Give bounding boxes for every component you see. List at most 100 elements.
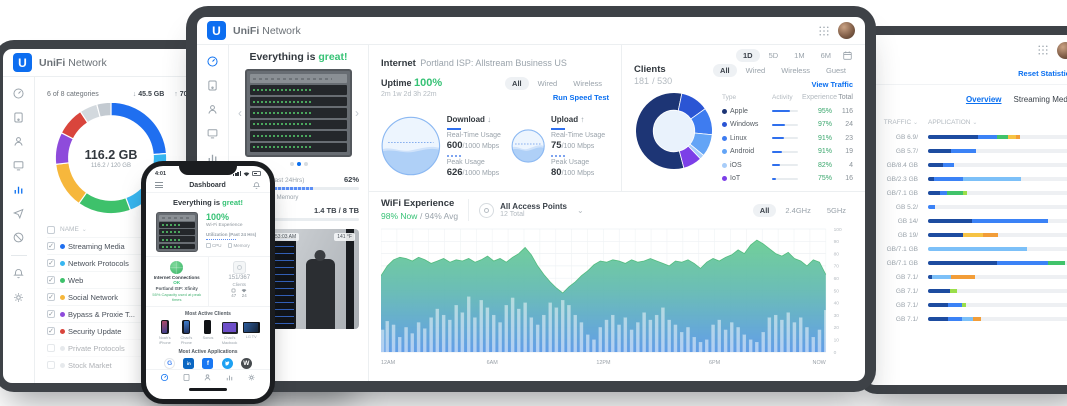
app-grid-icon[interactable] (1037, 44, 1049, 56)
svg-text:70: 70 (834, 264, 840, 270)
application-row[interactable]: /7.1 GB (866, 270, 1067, 284)
facebook-icon[interactable]: f (202, 358, 214, 370)
wifi-experience-chart[interactable]: 0 10 20 30 40 50 60 70 80 90 100 12AM 6AM 12PM 6PM NOW (381, 226, 853, 368)
sidebar-item-statistics[interactable] (12, 183, 25, 196)
checkbox[interactable]: ✓ (47, 310, 55, 318)
tab-all[interactable]: All (713, 64, 737, 77)
nav-settings[interactable] (247, 373, 256, 382)
avatar[interactable] (1057, 41, 1067, 59)
checkbox[interactable] (47, 344, 55, 352)
application-row[interactable]: /5.2 GB (866, 200, 1067, 214)
wordpress-icon[interactable]: W (240, 358, 252, 370)
client-type-row[interactable]: Apple 95% 116 (722, 105, 853, 119)
avatar[interactable] (838, 22, 855, 39)
sidebar-item-clients[interactable] (206, 103, 219, 116)
application-row[interactable]: /7.1 GB (866, 284, 1067, 298)
menu-icon[interactable] (155, 182, 163, 188)
client-type-row[interactable]: IoT 75% 16 (722, 172, 853, 186)
sidebar-item-statistics[interactable] (206, 151, 219, 164)
application-row[interactable]: GB/7.1 GB (866, 256, 1067, 270)
sidebar-item-dashboard[interactable] (206, 55, 219, 68)
sidebar-item-settings[interactable] (12, 291, 25, 304)
application-row[interactable]: GB/2.3 GB (866, 172, 1067, 186)
checkbox[interactable] (47, 361, 55, 369)
application-column-header[interactable]: APPLICATION (928, 118, 971, 126)
traffic-column-header[interactable]: TRAFFIC (883, 118, 912, 126)
checkbox[interactable]: ✓ (47, 259, 55, 267)
name-column-header[interactable]: NAME (60, 226, 79, 233)
active-client-item[interactable]: Chad's Macbook (220, 320, 240, 345)
internet-connections-card[interactable]: Internet Connections OK Portland ISP: Xf… (146, 257, 208, 306)
sidebar-item-maps[interactable] (12, 207, 25, 220)
tab-5ghz[interactable]: 5GHz (826, 205, 846, 215)
tab-all[interactable]: All (505, 77, 529, 90)
applications-table-header: TRAFFIC ⌄ APPLICATION ⌄ (866, 114, 1067, 130)
run-speed-test-link[interactable]: Run Speed Test (552, 93, 609, 102)
traffic-donut[interactable] (53, 100, 169, 216)
application-row[interactable]: GB/7.1 GB (866, 186, 1067, 200)
sidebar-item-dashboard[interactable] (12, 87, 25, 100)
nav-clients[interactable] (203, 373, 212, 382)
select-all-checkbox[interactable] (47, 225, 55, 234)
application-row[interactable]: /7.1 GB (866, 312, 1067, 326)
tab-24ghz[interactable]: 2.4GHz (785, 205, 811, 215)
application-row[interactable]: /7.1 GB (866, 298, 1067, 312)
active-client-item[interactable]: Sonos (198, 320, 218, 345)
sidebar-item-threats[interactable] (12, 231, 25, 244)
access-point-selector[interactable]: All Access Points 12 Total ⌄ (479, 202, 584, 218)
sidebar-item-notifications[interactable] (12, 267, 25, 280)
checkbox[interactable]: ✓ (47, 327, 55, 335)
app-grid-icon[interactable] (818, 25, 830, 37)
checkbox[interactable]: ✓ (47, 242, 55, 250)
checkbox[interactable]: ✓ (47, 293, 55, 301)
carousel-next-button[interactable]: › (355, 106, 359, 120)
clients-card[interactable]: 151/367 Clients 47 24 (207, 257, 271, 306)
active-client-item[interactable]: Chad's Phone (176, 320, 196, 345)
client-type-row[interactable]: Windows 97% 24 (722, 118, 853, 132)
tab-wireless[interactable]: Wireless (781, 66, 810, 75)
clients-donut[interactable] (634, 91, 714, 171)
checkbox[interactable]: ✓ (47, 276, 55, 284)
nav-devices[interactable] (182, 373, 191, 382)
tab-wired[interactable]: Wired (537, 79, 558, 88)
application-row[interactable]: GB/8.4 GB (866, 158, 1067, 172)
nav-dashboard[interactable] (160, 373, 169, 382)
tab-streamingmedia[interactable]: Streaming Media (1013, 95, 1067, 104)
tab-6m[interactable]: 6M (820, 51, 831, 60)
application-row[interactable]: GB/7.1 GB (866, 242, 1067, 256)
carousel-prev-button[interactable]: ‹ (238, 106, 242, 120)
google-icon[interactable]: G (164, 358, 176, 370)
tab-wired[interactable]: Wired (745, 66, 766, 75)
application-row[interactable]: /19 GB (866, 228, 1067, 242)
client-type-row[interactable]: Android 91% 19 (722, 145, 853, 159)
tab-1m[interactable]: 1M (794, 51, 805, 60)
view-traffic-link[interactable]: View Traffic (811, 80, 853, 89)
download-arrow-icon: ↓ (487, 114, 492, 124)
nav-statistics[interactable] (225, 373, 234, 382)
application-row[interactable]: /5.7 GB (866, 144, 1067, 158)
client-type-row[interactable]: iOS 82% 4 (722, 159, 853, 173)
active-client-item[interactable]: LG TV (241, 320, 261, 345)
sidebar-item-clients[interactable] (12, 135, 25, 148)
client-type-row[interactable]: Linux 91% 23 (722, 132, 853, 146)
tab-all[interactable]: All (752, 203, 777, 217)
tab-1d[interactable]: 1D (735, 49, 760, 62)
carousel-dots[interactable] (238, 162, 359, 166)
calendar-icon[interactable] (842, 50, 853, 61)
tab-guest[interactable]: Guest (825, 66, 846, 75)
tab-5d[interactable]: 5D (768, 51, 779, 60)
application-row[interactable]: /14 GB (866, 214, 1067, 228)
home-indicator[interactable] (146, 385, 270, 393)
tab-wireless[interactable]: Wireless (573, 79, 602, 88)
reset-statistics-link[interactable]: Reset Statistics (1018, 69, 1067, 78)
sidebar-item-insights[interactable] (12, 159, 25, 172)
twitter-icon[interactable] (221, 358, 233, 370)
bell-icon[interactable] (252, 181, 261, 190)
linkedin-icon[interactable]: in (183, 358, 195, 370)
sidebar-item-insights[interactable] (206, 127, 219, 140)
tab-overview[interactable]: Overview (965, 95, 1002, 104)
sidebar-item-devices[interactable] (12, 111, 25, 124)
sidebar-item-devices[interactable] (206, 79, 219, 92)
active-client-item[interactable]: Noah's iPhone (155, 320, 175, 345)
application-row[interactable]: /6.9 GB (866, 130, 1067, 144)
